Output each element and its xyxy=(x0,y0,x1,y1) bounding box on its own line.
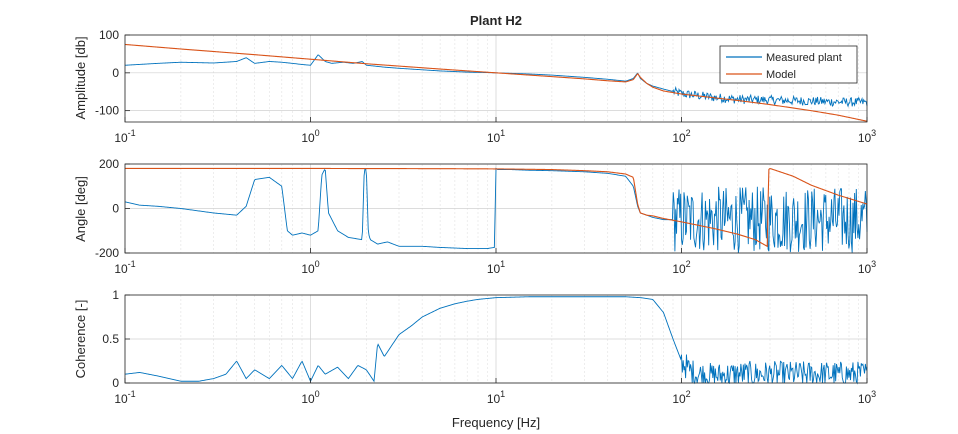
chart-title: Plant H2 xyxy=(470,13,522,28)
amplitude-series-model xyxy=(124,43,868,122)
angle-y-tick-label: 0 xyxy=(112,202,119,216)
legend-box xyxy=(719,45,858,84)
tick-exponent: 2 xyxy=(686,128,691,138)
tick-base: 10 xyxy=(672,131,686,145)
amplitude-x-tick-label: 103 xyxy=(858,128,876,145)
coherence-series-measured-plant xyxy=(124,296,868,385)
legend-label-measured: Measured plant xyxy=(766,52,842,64)
tick-base: 10 xyxy=(858,131,872,145)
coherence-ylabel: Coherence [-] xyxy=(73,300,88,379)
angle-x-tick-label: 103 xyxy=(858,259,876,276)
tick-exponent: 0 xyxy=(315,389,320,399)
legend: Measured plant Model xyxy=(719,45,858,84)
coherence-x-tick-label: 100 xyxy=(301,389,319,406)
amplitude-x-tick-label: 101 xyxy=(487,128,505,145)
frequency-xlabel: Frequency [Hz] xyxy=(452,415,540,430)
tick-exponent: -1 xyxy=(128,128,136,138)
amplitude-y-tick-label: 100 xyxy=(99,28,119,42)
angle-x-tick-label: 100 xyxy=(301,259,319,276)
angle-series-model xyxy=(125,167,868,248)
tick-base: 10 xyxy=(487,392,501,406)
tick-exponent: 0 xyxy=(315,128,320,138)
tick-exponent: -1 xyxy=(128,259,136,269)
tick-exponent: -1 xyxy=(128,389,136,399)
tick-base: 10 xyxy=(672,392,686,406)
amplitude-y-tick-label: 0 xyxy=(112,66,119,80)
tick-exponent: 3 xyxy=(871,389,876,399)
angle-x-tick-label: 10-1 xyxy=(114,259,135,276)
angle-y-tick-label: 200 xyxy=(99,157,119,171)
tick-exponent: 1 xyxy=(500,259,505,269)
tick-exponent: 1 xyxy=(500,389,505,399)
tick-base: 10 xyxy=(114,392,128,406)
amplitude-x-tick-label: 102 xyxy=(672,128,690,145)
coherence-y-tick-label: 0 xyxy=(112,376,119,390)
legend-label-model: Model xyxy=(766,69,796,81)
amplitude-y-tick-label: -100 xyxy=(95,104,119,118)
coherence-x-tick-label: 103 xyxy=(858,389,876,406)
coherence-x-tick-label: 102 xyxy=(672,389,690,406)
tick-base: 10 xyxy=(487,131,501,145)
tick-exponent: 1 xyxy=(500,128,505,138)
tick-base: 10 xyxy=(301,131,315,145)
amplitude-x-tick-label: 10-1 xyxy=(114,128,135,145)
angle-ylabel: Angle [deg] xyxy=(73,176,88,242)
tick-base: 10 xyxy=(114,131,128,145)
coherence-y-tick-label: 1 xyxy=(112,288,119,302)
tick-exponent: 2 xyxy=(686,389,691,399)
coherence-x-tick-label: 101 xyxy=(487,389,505,406)
tick-exponent: 3 xyxy=(871,259,876,269)
tick-base: 10 xyxy=(301,262,315,276)
coherence-y-tick-label: 0.5 xyxy=(102,332,119,346)
amplitude-x-tick-label: 100 xyxy=(301,128,319,145)
angle-x-tick-label: 102 xyxy=(672,259,690,276)
tick-base: 10 xyxy=(672,262,686,276)
tick-base: 10 xyxy=(487,262,501,276)
angle-y-tick-label: -200 xyxy=(95,246,119,260)
tick-exponent: 3 xyxy=(871,128,876,138)
amplitude-ylabel: Amplitude [db] xyxy=(73,36,88,119)
tick-base: 10 xyxy=(301,392,315,406)
tick-exponent: 0 xyxy=(315,259,320,269)
tick-base: 10 xyxy=(858,262,872,276)
coherence-x-tick-label: 10-1 xyxy=(114,389,135,406)
tick-base: 10 xyxy=(858,392,872,406)
tick-exponent: 2 xyxy=(686,259,691,269)
angle-x-tick-label: 101 xyxy=(487,259,505,276)
tick-base: 10 xyxy=(114,262,128,276)
